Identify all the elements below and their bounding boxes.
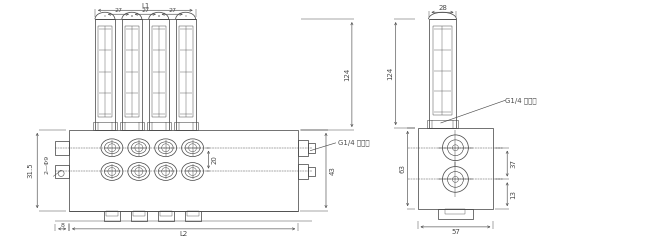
Bar [428,19,456,128]
Text: L2: L2 [180,231,188,237]
Text: 28: 28 [438,5,447,11]
Bar [120,122,144,130]
Text: 27: 27 [141,8,149,13]
Text: 27: 27 [168,8,176,13]
Bar [308,167,315,176]
Bar [149,19,169,130]
Text: 124: 124 [387,67,394,80]
Bar [95,19,115,130]
Text: 2—Φ9: 2—Φ9 [45,155,50,174]
Bar [176,19,195,130]
Bar [93,122,117,130]
Text: 27: 27 [114,8,123,13]
Text: 43: 43 [330,166,336,175]
Text: 8: 8 [60,223,64,228]
Text: 63: 63 [400,164,406,173]
Text: 13: 13 [510,190,516,199]
Bar [426,120,458,128]
Bar [69,130,298,211]
Bar [152,26,165,117]
Bar [106,211,118,216]
Bar [133,211,145,216]
Text: 57: 57 [451,229,460,235]
Bar [55,165,69,178]
Bar [98,26,112,117]
Bar [298,164,308,179]
Text: 31.5: 31.5 [27,163,33,178]
Bar [445,209,465,214]
Text: G1/4 进油口: G1/4 进油口 [505,97,537,104]
Bar [104,211,120,221]
Text: L1: L1 [141,3,149,9]
Bar [131,211,147,221]
Bar [122,19,141,130]
Bar [184,211,201,221]
Bar [187,211,199,216]
Bar [437,209,473,219]
Text: 20: 20 [212,155,217,164]
Bar [55,141,69,155]
Bar [125,26,139,117]
Bar [417,128,493,209]
Bar [174,122,197,130]
Bar [160,211,171,216]
Bar [308,143,315,153]
Text: 37: 37 [510,159,516,168]
Text: G1/4 出油口: G1/4 出油口 [338,140,369,146]
Bar [298,140,308,156]
Bar [158,211,174,221]
Bar [432,26,452,115]
Bar [147,122,171,130]
Bar [178,26,193,117]
Text: 124: 124 [344,68,350,81]
